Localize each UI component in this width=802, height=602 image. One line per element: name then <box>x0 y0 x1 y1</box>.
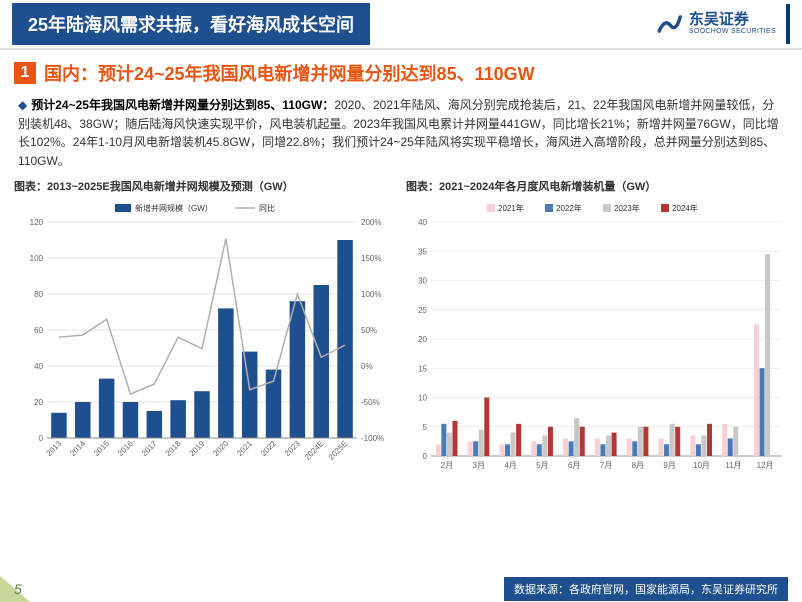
chart-right: 图表：2021~2024年各月度风电新增装机量（GW） 2021年2022年20… <box>406 178 788 485</box>
chart1-title: 图表：2013~2025E我国风电新增并网规模及预测（GW） <box>14 178 396 194</box>
svg-text:5: 5 <box>423 423 428 432</box>
svg-text:120: 120 <box>30 218 44 227</box>
svg-text:40: 40 <box>418 218 427 227</box>
svg-text:12月: 12月 <box>757 461 774 470</box>
svg-text:2017: 2017 <box>140 439 159 458</box>
svg-text:30: 30 <box>418 277 427 286</box>
footer: 5 数据来源：各政府官网，国家能源局，东吴证券研究所 <box>0 576 802 602</box>
svg-text:15: 15 <box>418 365 427 374</box>
svg-text:2025E: 2025E <box>327 439 350 462</box>
header-accent-bar <box>786 4 790 44</box>
svg-text:25: 25 <box>418 306 427 315</box>
svg-text:2014: 2014 <box>68 439 87 458</box>
svg-text:2018: 2018 <box>164 439 183 458</box>
svg-text:2022年: 2022年 <box>556 203 582 213</box>
svg-text:新增并网规模（GW）: 新增并网规模（GW） <box>135 203 213 213</box>
chart-left: 图表：2013~2025E我国风电新增并网规模及预测（GW） 新增并网规模（GW… <box>14 178 396 485</box>
svg-text:0: 0 <box>423 452 428 461</box>
svg-text:2024年: 2024年 <box>672 203 698 213</box>
svg-text:11月: 11月 <box>725 461 741 470</box>
svg-text:35: 35 <box>418 248 427 257</box>
svg-text:100: 100 <box>30 254 44 263</box>
svg-text:9月: 9月 <box>663 461 675 470</box>
footer-source: 数据来源：各政府官网，国家能源局，东吴证券研究所 <box>504 577 788 601</box>
svg-text:10: 10 <box>418 394 427 403</box>
chart2-svg: 2021年 2022年 2023年 2024年 0 5 10 15 20 25 30 35 40 2月 3月… <box>406 200 788 480</box>
brand-name-cn: 东吴证券 <box>689 12 776 29</box>
svg-text:2016: 2016 <box>116 439 135 458</box>
svg-text:-100%: -100% <box>361 434 384 443</box>
svg-text:20: 20 <box>34 398 43 407</box>
page-number: 5 <box>14 581 22 597</box>
svg-text:2021: 2021 <box>235 439 254 458</box>
logo-mark-icon <box>655 10 683 38</box>
chart2-title: 图表：2021~2024年各月度风电新增装机量（GW） <box>406 178 788 194</box>
paragraph-lead: 预计24~25年我国风电新增并网量分别达到85、110GW： <box>31 98 334 112</box>
chart1-svg: 新增并网规模（GW） 同比 0 20 40 60 80 100 120 -100% -50% 0% 50… <box>14 200 396 480</box>
svg-text:20: 20 <box>418 335 427 344</box>
section-title: 国内：预计24~25年我国风电新增并网量分别达到85、110GW <box>44 60 535 86</box>
svg-text:同比: 同比 <box>259 203 275 213</box>
svg-text:7月: 7月 <box>600 461 612 470</box>
svg-text:2015: 2015 <box>92 439 111 458</box>
svg-text:2013: 2013 <box>44 439 63 458</box>
charts-row: 图表：2013~2025E我国风电新增并网规模及预测（GW） 新增并网规模（GW… <box>0 178 802 485</box>
svg-text:0: 0 <box>39 434 44 443</box>
svg-text:2020: 2020 <box>211 439 230 458</box>
svg-text:8月: 8月 <box>632 461 644 470</box>
svg-text:100%: 100% <box>361 290 381 299</box>
svg-text:150%: 150% <box>361 254 381 263</box>
svg-text:2023: 2023 <box>283 439 302 458</box>
svg-text:2019: 2019 <box>187 439 206 458</box>
brand-name-en: SOOCHOW SECURITIES <box>689 28 776 36</box>
svg-text:4月: 4月 <box>504 461 516 470</box>
svg-text:5月: 5月 <box>536 461 548 470</box>
svg-text:50%: 50% <box>361 326 377 335</box>
svg-text:40: 40 <box>34 362 43 371</box>
svg-text:80: 80 <box>34 290 43 299</box>
svg-text:-50%: -50% <box>361 398 380 407</box>
paragraph: ◆预计24~25年我国风电新增并网量分别达到85、110GW：2020、2021… <box>0 92 802 178</box>
svg-text:2023年: 2023年 <box>614 203 640 213</box>
svg-text:2月: 2月 <box>441 461 453 470</box>
section-number: 1 <box>14 62 36 84</box>
svg-text:2021年: 2021年 <box>498 203 524 213</box>
header-title: 25年陆海风需求共振，看好海风成长空间 <box>12 3 370 45</box>
svg-text:3月: 3月 <box>473 461 485 470</box>
svg-text:2022: 2022 <box>259 439 278 458</box>
svg-text:6月: 6月 <box>568 461 580 470</box>
svg-text:0%: 0% <box>361 362 373 371</box>
svg-text:2024E: 2024E <box>303 439 326 462</box>
svg-text:60: 60 <box>34 326 43 335</box>
header-bar: 25年陆海风需求共振，看好海风成长空间 东吴证券 SOOCHOW SECURIT… <box>0 0 802 50</box>
svg-text:10月: 10月 <box>693 461 710 470</box>
svg-text:200%: 200% <box>361 218 381 227</box>
section-header: 1 国内：预计24~25年我国风电新增并网量分别达到85、110GW <box>0 50 802 92</box>
brand-logo: 东吴证券 SOOCHOW SECURITIES <box>655 10 776 38</box>
bullet-diamond-icon: ◆ <box>18 98 27 112</box>
